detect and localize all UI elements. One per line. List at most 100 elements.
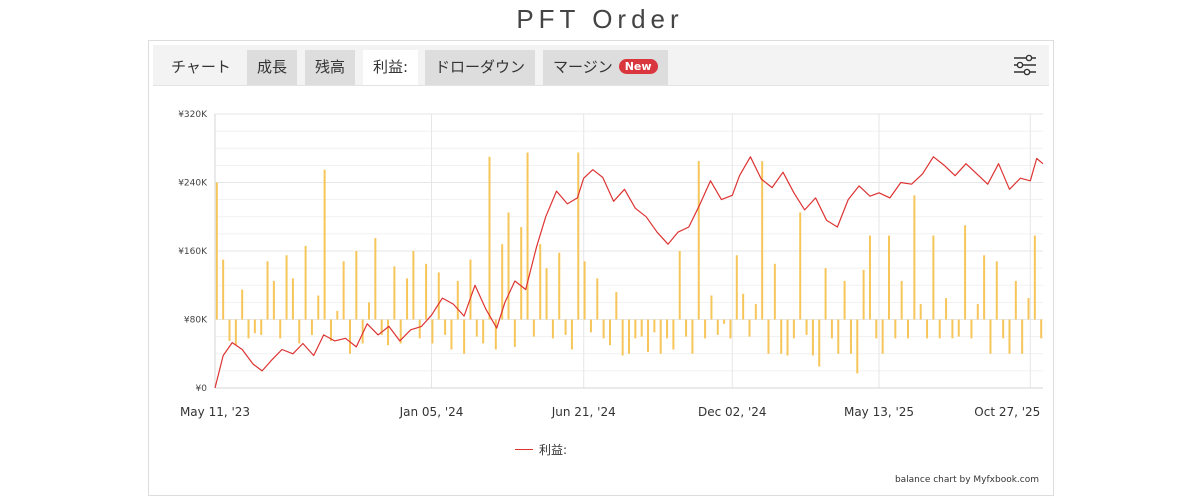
profit-bar (938, 319, 941, 339)
profit-bar (260, 319, 263, 335)
profit-bar (704, 319, 707, 339)
profit-bar (685, 319, 688, 337)
profit-bar (450, 319, 453, 350)
profit-bar (412, 251, 415, 320)
profit-bar (837, 319, 840, 354)
profit-bar (653, 319, 656, 333)
profit-bar (298, 319, 301, 344)
profit-bar (964, 225, 967, 320)
tab-margin[interactable]: マージン New (543, 50, 668, 85)
profit-bar (735, 255, 738, 320)
profit-bar (387, 319, 390, 346)
profit-bar (881, 319, 884, 354)
profit-bar (1033, 235, 1036, 320)
profit-bar (304, 245, 307, 320)
profit-bar (444, 319, 447, 335)
profit-bar (228, 319, 231, 341)
profit-bar (215, 182, 218, 320)
x-tick-label: May 11, '23 (180, 405, 250, 419)
profit-bar (272, 280, 275, 320)
profit-bar (875, 319, 878, 339)
profit-bar (830, 319, 833, 339)
tab-chart[interactable]: チャート (171, 58, 231, 76)
profit-bar (380, 319, 383, 335)
profit-bar (754, 304, 757, 320)
profit-bar (406, 278, 409, 320)
page-title: PFT Order (516, 4, 684, 34)
profit-bar (355, 251, 358, 320)
profit-bar (361, 319, 364, 344)
profit-bar (913, 195, 916, 320)
profit-bar (463, 319, 466, 354)
profit-bar (862, 269, 865, 320)
y-tick-label: ¥320K (178, 110, 208, 120)
profit-bar (716, 319, 719, 335)
profit-bar (989, 319, 992, 354)
profit-bar (957, 319, 960, 337)
tab-bar: チャート 成長 残高 利益: ドローダウン マージン New (153, 45, 1049, 86)
tab-profit[interactable]: 利益: (363, 50, 419, 85)
profit-bar (907, 319, 910, 339)
chart-credits[interactable]: balance chart by Myfxbook.com (894, 475, 1039, 485)
profit-bar (532, 319, 535, 337)
chart-legend[interactable]: 利益: (515, 441, 567, 458)
y-tick-label: ¥240K (178, 179, 208, 189)
profit-bar (488, 156, 491, 320)
profit-bar (767, 319, 770, 354)
profit-bar (780, 319, 783, 354)
profit-bar (564, 319, 567, 335)
profit-bar (279, 319, 282, 339)
profit-bar (628, 319, 630, 354)
profit-bar (431, 319, 434, 344)
profit-bar (374, 238, 377, 320)
chart-settings-button[interactable] (1013, 54, 1037, 76)
profit-bar (507, 212, 510, 320)
profit-bar (742, 293, 745, 320)
y-tick-label: ¥0 (196, 384, 208, 394)
profit-bar (583, 261, 586, 320)
tab-drawdown[interactable]: ドローダウン (425, 50, 536, 85)
tab-margin-label: マージン (553, 58, 613, 76)
profit-bar (932, 235, 935, 320)
profit-bar (608, 319, 611, 346)
profit-bar (843, 280, 846, 320)
legend-line-swatch (515, 449, 533, 450)
profit-bar (437, 272, 440, 320)
profit-bar (900, 280, 903, 320)
profit-bar (799, 212, 802, 320)
profit-bar (672, 319, 675, 350)
profit-bar (1008, 319, 1011, 354)
profit-bar (329, 319, 332, 341)
profit-bar (368, 302, 371, 320)
profit-bar (596, 278, 599, 320)
profit-bar (399, 319, 402, 344)
profit-bar (247, 319, 250, 339)
profit-bar (894, 319, 897, 339)
x-tick-label: Jan 05, '24 (399, 405, 464, 419)
profit-bar (792, 319, 795, 339)
profit-bar (222, 259, 225, 320)
profit-bar (786, 319, 789, 356)
profit-bar (1027, 298, 1030, 320)
legend-item-label: 利益: (539, 443, 568, 457)
profit-bar (818, 319, 821, 367)
tab-balance[interactable]: 残高 (305, 50, 356, 85)
profit-bar (887, 235, 890, 320)
profit-bar (539, 244, 542, 320)
profit-bar (710, 295, 713, 320)
profit-bar (761, 161, 764, 320)
profit-bar (602, 319, 605, 339)
profit-bar (310, 319, 313, 335)
profit-bar (647, 319, 650, 353)
profit-bar (266, 261, 269, 320)
profit-bar (868, 235, 871, 320)
profit-bar (697, 161, 700, 320)
profit-bar (1002, 319, 1005, 339)
x-tick-label: Jun 21, '24 (551, 405, 616, 419)
profit-bar (1021, 319, 1024, 354)
tab-growth[interactable]: 成長 (247, 50, 298, 85)
profit-bar (393, 266, 396, 320)
y-tick-label: ¥80K (184, 316, 208, 326)
profit-bar (811, 319, 814, 356)
profit-bar (805, 319, 808, 335)
